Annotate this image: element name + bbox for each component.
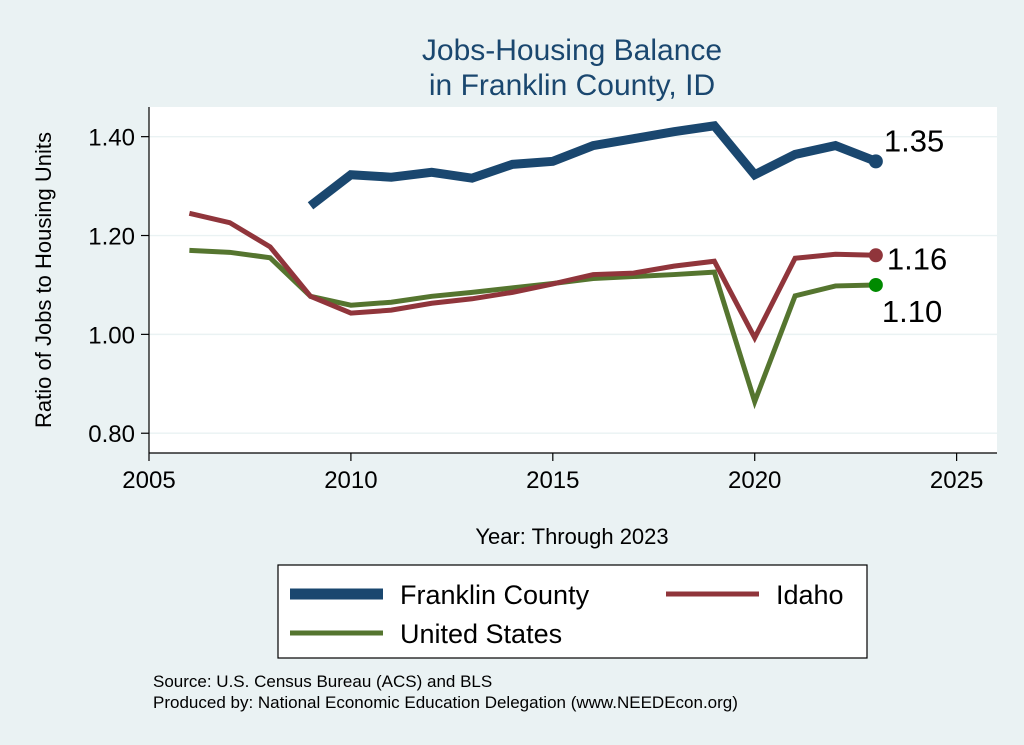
series-line-franklin-county bbox=[307, 120, 878, 210]
x-tick-label: 2025 bbox=[930, 467, 983, 494]
y-tick-label: 1.20 bbox=[88, 224, 135, 251]
series-line-idaho bbox=[188, 210, 876, 344]
legend: Franklin County Idaho United States bbox=[277, 564, 868, 659]
series-lines bbox=[188, 120, 878, 410]
end-marker-franklin-county bbox=[868, 154, 883, 169]
legend-label-idaho: Idaho bbox=[776, 580, 844, 610]
legend-label-united-states: United States bbox=[400, 619, 562, 649]
y-axis-ticks: 0.80 1.00 1.20 1.40 bbox=[88, 125, 149, 448]
x-axis-title: Year: Through 2023 bbox=[475, 524, 668, 549]
end-value-label-franklin-county: 1.35 bbox=[884, 123, 944, 158]
end-value-label-idaho: 1.16 bbox=[887, 241, 947, 276]
y-tick-label: 1.00 bbox=[88, 322, 135, 349]
x-tick-label: 2005 bbox=[122, 467, 175, 494]
end-marker-united-states bbox=[868, 277, 883, 292]
end-value-label-united-states: 1.10 bbox=[882, 294, 942, 329]
x-axis-ticks: 2005 2010 2015 2020 2025 bbox=[122, 453, 983, 494]
end-marker-idaho bbox=[868, 248, 883, 263]
chart-title-line-2: in Franklin County, ID bbox=[429, 69, 715, 102]
series-endpoints: 1.35 1.16 1.10 bbox=[868, 123, 947, 329]
y-tick-label: 0.80 bbox=[88, 421, 135, 448]
grid-lines bbox=[149, 135, 997, 434]
legend-label-franklin-county: Franklin County bbox=[400, 580, 590, 610]
x-tick-label: 2010 bbox=[324, 467, 377, 494]
y-axis-title: Ratio of Jobs to Housing Units bbox=[31, 132, 56, 428]
x-tick-label: 2015 bbox=[526, 467, 579, 494]
source-note: Source: U.S. Census Bureau (ACS) and BLS bbox=[153, 672, 492, 691]
y-tick-label: 1.40 bbox=[88, 125, 135, 152]
chart-title-line-1: Jobs-Housing Balance bbox=[422, 34, 722, 67]
producer-note: Produced by: National Economic Education… bbox=[153, 693, 738, 712]
legend-box bbox=[277, 564, 868, 659]
x-tick-label: 2020 bbox=[728, 467, 781, 494]
